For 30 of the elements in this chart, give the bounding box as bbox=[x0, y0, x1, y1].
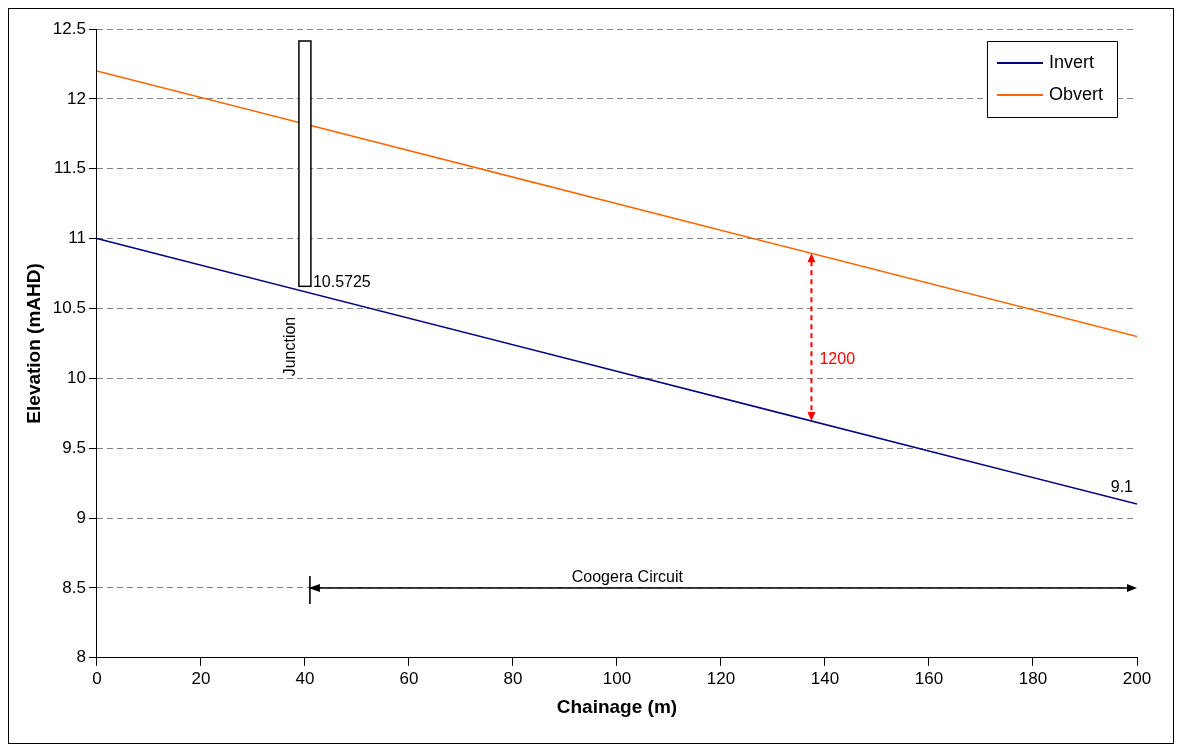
y-tick-label: 9 bbox=[76, 507, 86, 527]
x-tick-label: 40 bbox=[295, 668, 315, 688]
y-tick-label: 12 bbox=[66, 88, 86, 108]
x-tick-label: 200 bbox=[1122, 668, 1152, 688]
x-tick-label: 120 bbox=[706, 668, 736, 688]
y-tick-label: 8.5 bbox=[62, 577, 86, 597]
x-tick-label: 80 bbox=[503, 668, 523, 688]
x-tick-label: 140 bbox=[810, 668, 840, 688]
y-tick-label: 11.5 bbox=[54, 158, 86, 178]
x-tick-label: 20 bbox=[191, 668, 211, 688]
annotation: 10.5725 bbox=[312, 272, 371, 290]
x-tick-label: 60 bbox=[399, 668, 419, 688]
annotation: 9.1 bbox=[1110, 478, 1134, 496]
legend-label: Obvert bbox=[1048, 83, 1104, 104]
x-tick-label: 180 bbox=[1018, 668, 1048, 688]
y-tick-label: 9.5 bbox=[62, 437, 86, 457]
y-tick-label: 10 bbox=[66, 368, 86, 388]
y-axis-title: Elevation (mAHD) bbox=[22, 263, 44, 424]
annotation: Junction bbox=[281, 316, 299, 377]
y-tick-label: 10.5 bbox=[52, 298, 86, 318]
x-axis-title: Chainage (m) bbox=[556, 695, 678, 717]
y-tick-label: 12.5 bbox=[52, 18, 86, 38]
annotation: 1200 bbox=[819, 349, 856, 367]
x-tick-label: 0 bbox=[92, 668, 102, 688]
x-tick-label: 100 bbox=[602, 668, 632, 688]
y-tick-label: 8 bbox=[76, 647, 86, 667]
x-tick-label: 160 bbox=[914, 668, 944, 688]
y-tick-label: 11 bbox=[68, 228, 86, 248]
legend-label: Invert bbox=[1048, 51, 1095, 72]
annotation: Coogera Circuit bbox=[571, 568, 684, 586]
